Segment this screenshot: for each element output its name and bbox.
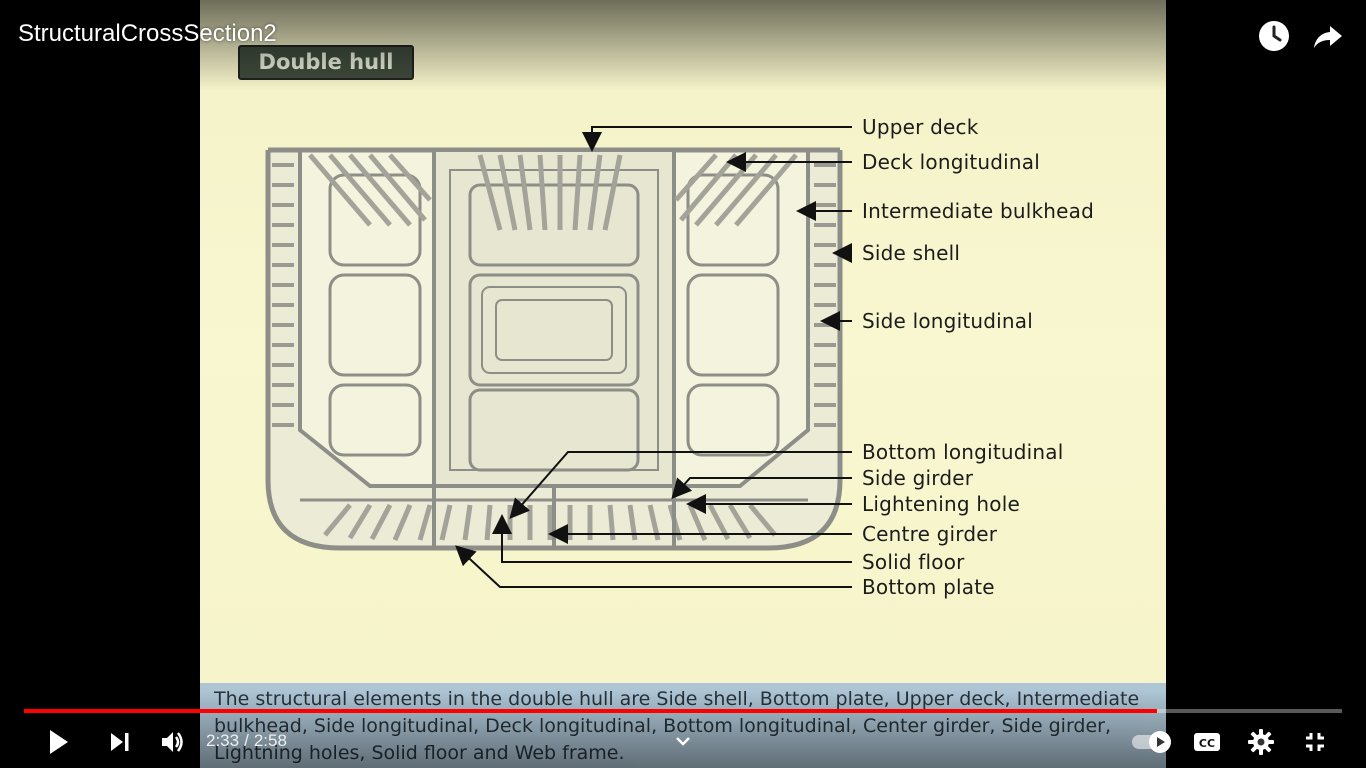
label-side-girder: Side girder xyxy=(862,466,974,490)
play-icon[interactable] xyxy=(40,724,76,760)
label-solid-floor: Solid floor xyxy=(862,550,965,574)
label-bottom-longitudinal: Bottom longitudinal xyxy=(862,440,1064,464)
autoplay-toggle-icon[interactable] xyxy=(1130,724,1176,760)
video-frame[interactable]: Double hull Upper deck Deck longitudinal… xyxy=(200,0,1166,768)
label-intermediate-bulkhead: Intermediate bulkhead xyxy=(862,199,1095,223)
svg-text:CC: CC xyxy=(1199,737,1215,750)
current-time: 2:33 xyxy=(206,731,240,750)
label-deck-longitudinal: Deck longitudinal xyxy=(862,150,1041,174)
next-icon[interactable] xyxy=(101,724,137,760)
chevron-down-icon[interactable] xyxy=(665,723,701,759)
label-bottom-plate: Bottom plate xyxy=(862,575,995,599)
label-side-longitudinal: Side longitudinal xyxy=(862,309,1033,333)
gear-icon[interactable] xyxy=(1243,724,1279,760)
time-display: 2:33/2:58 xyxy=(206,731,287,750)
label-centre-girder: Centre girder xyxy=(862,522,998,546)
label-upper-deck: Upper deck xyxy=(862,115,979,139)
video-title[interactable]: StructuralCrossSection2 xyxy=(18,20,277,47)
progress-bar[interactable] xyxy=(24,709,1342,713)
hull-drawing xyxy=(265,147,843,551)
leader-lines xyxy=(455,126,852,588)
clock-icon[interactable] xyxy=(1256,18,1292,54)
label-lightening-hole: Lightening hole xyxy=(862,492,1020,516)
exit-fullscreen-icon[interactable] xyxy=(1297,724,1333,760)
label-side-shell: Side shell xyxy=(862,241,961,265)
duration: 2:58 xyxy=(253,731,287,750)
double-hull-diagram xyxy=(265,126,852,588)
share-icon[interactable] xyxy=(1310,18,1346,54)
slide-caption: The structural elements in the double hu… xyxy=(200,683,1166,768)
progress-played xyxy=(24,709,1158,713)
cc-icon[interactable]: CC xyxy=(1189,724,1225,760)
slide-heading: Double hull xyxy=(238,45,414,80)
volume-icon[interactable] xyxy=(154,724,190,760)
